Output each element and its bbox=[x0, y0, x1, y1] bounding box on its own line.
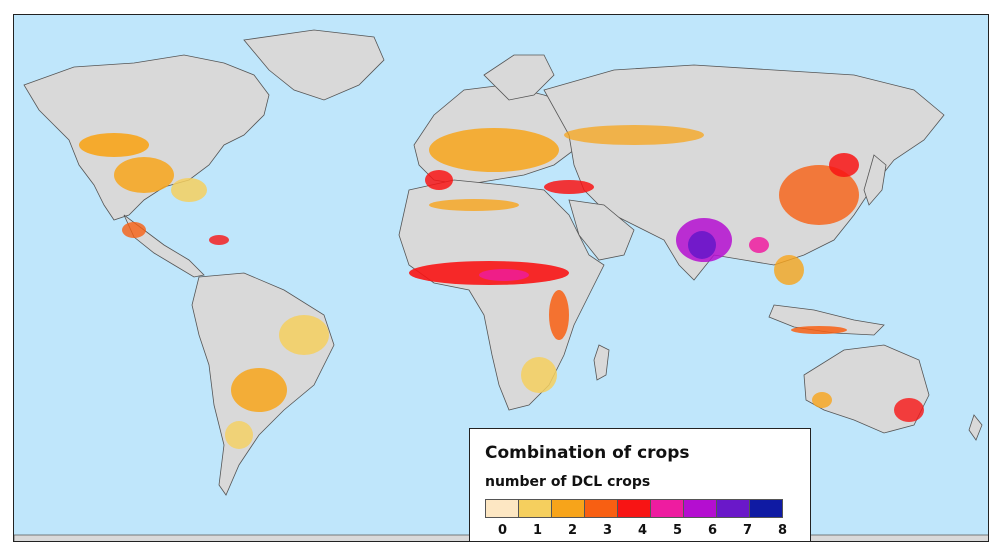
legend-swatches bbox=[485, 499, 783, 518]
cropland-overlay bbox=[79, 125, 924, 449]
crop-east-africa bbox=[549, 290, 569, 340]
legend-swatch-8 bbox=[749, 499, 783, 518]
legend-swatch-1 bbox=[518, 499, 552, 518]
crop-se-asia bbox=[774, 255, 804, 285]
crop-china-north bbox=[829, 153, 859, 177]
crop-iberia bbox=[425, 170, 453, 190]
land-madagascar bbox=[593, 344, 610, 381]
crop-na-east bbox=[171, 178, 207, 202]
crop-sa-brazil bbox=[279, 315, 329, 355]
legend-swatch-2 bbox=[551, 499, 585, 518]
legend-swatch-5 bbox=[650, 499, 684, 518]
legend-tick-0: 0 bbox=[497, 523, 508, 538]
crop-australia-se bbox=[894, 398, 924, 422]
legend-swatch-7 bbox=[716, 499, 750, 518]
legend-tick-8: 8 bbox=[777, 523, 788, 538]
crop-caribbean bbox=[209, 235, 229, 245]
crop-south-africa bbox=[521, 357, 557, 393]
legend: Combination of crops number of DCL crops… bbox=[469, 428, 811, 541]
legend-swatch-4 bbox=[617, 499, 651, 518]
crop-na-mexico bbox=[122, 222, 146, 238]
legend-tick-3: 3 bbox=[602, 523, 613, 538]
crop-sahel-magenta bbox=[479, 269, 529, 281]
crop-sa-south bbox=[231, 368, 287, 412]
legend-tick-6: 6 bbox=[707, 523, 718, 538]
world-map-canvas bbox=[14, 29, 988, 541]
legend-subtitle: number of DCL crops bbox=[485, 474, 651, 490]
legend-tick-7: 7 bbox=[742, 523, 753, 538]
legend-swatch-0 bbox=[485, 499, 519, 518]
land-arabia bbox=[568, 199, 635, 261]
world-map: Combination of crops number of DCL crops… bbox=[13, 14, 989, 542]
crop-australia-sw bbox=[812, 392, 832, 408]
crop-java bbox=[791, 326, 847, 334]
land-new-zealand bbox=[968, 414, 983, 441]
land-japan bbox=[863, 154, 887, 206]
land-greenland bbox=[243, 29, 385, 101]
legend-tick-5: 5 bbox=[672, 523, 683, 538]
crop-turkey bbox=[544, 180, 594, 194]
crop-na-midwest bbox=[114, 157, 174, 193]
crop-sa-argentina bbox=[225, 421, 253, 449]
crop-north-africa bbox=[429, 199, 519, 211]
land-north-america bbox=[23, 54, 270, 221]
crop-bangladesh bbox=[749, 237, 769, 253]
legend-swatch-6 bbox=[683, 499, 717, 518]
legend-tick-4: 4 bbox=[637, 523, 648, 538]
legend-tick-1: 1 bbox=[532, 523, 543, 538]
legend-title: Combination of crops bbox=[485, 443, 690, 463]
land-scandinavia bbox=[483, 54, 555, 101]
legend-ticks: 0 1 2 3 4 5 6 7 8 bbox=[485, 523, 800, 538]
legend-swatch-3 bbox=[584, 499, 618, 518]
crop-india-core bbox=[688, 231, 716, 259]
crop-china bbox=[779, 165, 859, 225]
legend-tick-2: 2 bbox=[567, 523, 578, 538]
crop-na-prairies bbox=[79, 133, 149, 157]
crop-europe bbox=[429, 128, 559, 172]
crop-russia bbox=[564, 125, 704, 145]
